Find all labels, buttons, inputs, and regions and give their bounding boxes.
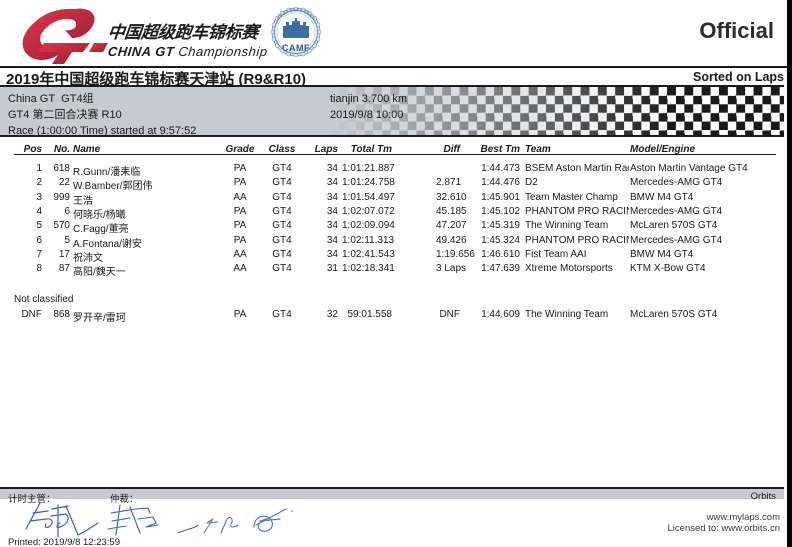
svg-text:CAMF: CAMF [282, 43, 310, 53]
